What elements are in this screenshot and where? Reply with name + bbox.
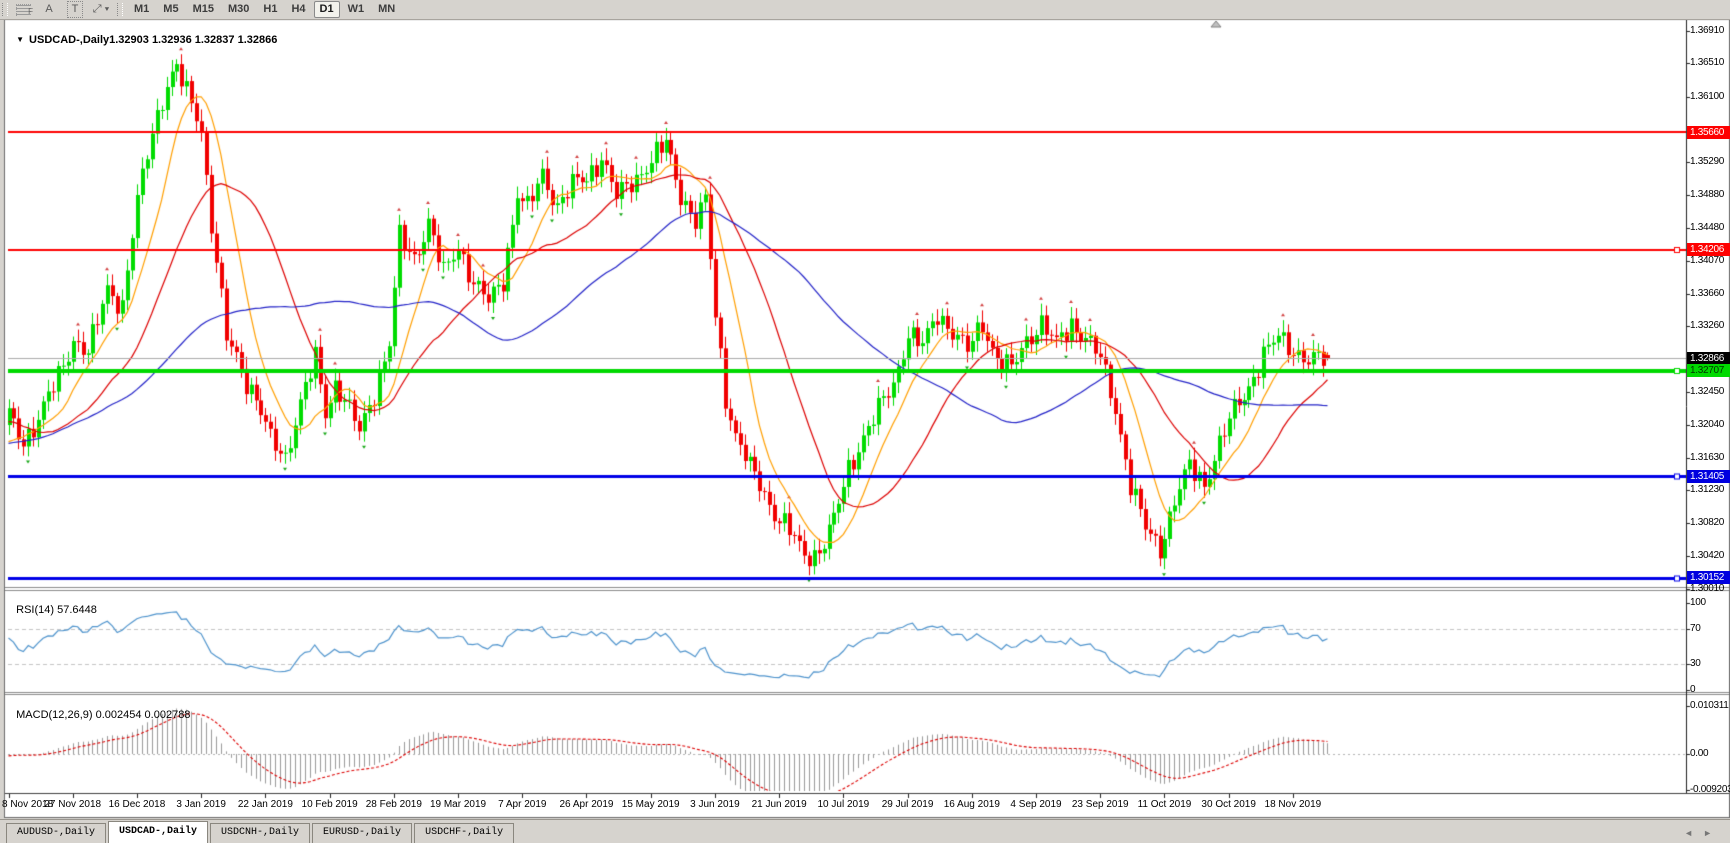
timeframe-button-m5[interactable]: M5 xyxy=(163,3,179,15)
text-box-icon[interactable]: T xyxy=(67,1,83,18)
macd-tick-label: -0.009203 xyxy=(1690,784,1730,795)
timeframe-button-h1[interactable]: H1 xyxy=(263,3,278,15)
price-tick-label: 1.30420 xyxy=(1690,549,1725,561)
rsi-name: RSI(14) xyxy=(16,604,55,616)
macd-name: MACD(12,26,9) xyxy=(16,709,93,721)
timeframe-button-m1[interactable]: M1 xyxy=(134,3,150,15)
price-tick-label: 1.32450 xyxy=(1690,385,1725,397)
rsi-value: 57.6448 xyxy=(57,604,97,616)
date-tick-label: 16 Aug 2019 xyxy=(943,799,1000,810)
rsi-tick-label: 0 xyxy=(1690,684,1696,695)
price-tick-label: 1.31630 xyxy=(1690,451,1725,463)
macd-tick-label: 0.00 xyxy=(1690,748,1709,759)
timeframe-button-m30[interactable]: M30 xyxy=(227,3,250,15)
price-badge: 1.35660 xyxy=(1687,125,1730,139)
date-tick-label: 11 Oct 2019 xyxy=(1137,799,1192,810)
price-tick-label: 1.33260 xyxy=(1690,320,1725,332)
date-tick-label: 10 Jul 2019 xyxy=(817,799,870,810)
rsi-tick-label: 70 xyxy=(1690,623,1701,635)
date-tick-label: 26 Apr 2019 xyxy=(559,799,614,810)
date-tick-label: 27 Nov 2018 xyxy=(44,799,102,810)
price-tick-label: 1.33660 xyxy=(1690,287,1725,299)
price-tick-label: 1.35290 xyxy=(1690,156,1725,167)
chart-symbol-label: USDCAD-,Daily xyxy=(29,34,110,46)
tab-scroll-arrows: ◄► xyxy=(1684,828,1722,838)
indicator-grid-icon[interactable]: F xyxy=(16,3,33,16)
price-tick-label: 1.34070 xyxy=(1690,254,1725,266)
date-tick-label: 19 Mar 2019 xyxy=(429,799,487,810)
tab-audusd[interactable]: AUDUSD-,Daily xyxy=(6,823,107,843)
timeframe-button-h4[interactable]: H4 xyxy=(291,3,306,15)
macd-tick-label: 0.010311 xyxy=(1690,699,1729,711)
date-tick-label: 29 Jul 2019 xyxy=(881,799,934,810)
tab-eurusd[interactable]: EURUSD-,Daily xyxy=(312,823,413,843)
price-tick-label: 1.30820 xyxy=(1690,517,1725,529)
date-tick-label: 22 Jan 2019 xyxy=(237,799,293,810)
date-tick-label: 8 Nov 2018 xyxy=(2,799,54,810)
rsi-tick-label: 30 xyxy=(1690,657,1701,669)
date-tick-label: 23 Sep 2019 xyxy=(1071,799,1129,810)
timeframe-button-mn[interactable]: MN xyxy=(378,3,396,15)
cursor-tool-icon[interactable]: ⤢ ▾ xyxy=(92,3,110,15)
rsi-panel-label: RSI(14) 57.6448 xyxy=(10,592,97,616)
date-tick-label: 21 Jun 2019 xyxy=(751,799,807,810)
macd-panel-label: MACD(12,26,9) 0.002454 0.002788 xyxy=(10,697,190,721)
tab-usdchf[interactable]: USDCHF-,Daily xyxy=(414,823,515,843)
price-tick-label: 1.34880 xyxy=(1690,189,1725,201)
price-tick-label: 1.30010 xyxy=(1690,583,1725,594)
toolbar-grip-2[interactable] xyxy=(117,3,123,16)
macd-values: 0.002454 0.002788 xyxy=(95,709,191,721)
drawing-tools-group: F A T ⤢ ▾ xyxy=(12,1,115,18)
tabs-scroll-left-icon[interactable]: ◄ xyxy=(1684,828,1704,838)
price-badge: 1.31405 xyxy=(1687,469,1730,483)
tabs-scroll-right-icon[interactable]: ► xyxy=(1703,828,1722,838)
price-tick-label: 1.31230 xyxy=(1690,484,1725,496)
rsi-tick-label: 100 xyxy=(1690,597,1706,608)
date-tick-label: 18 Nov 2019 xyxy=(1264,799,1322,810)
date-tick-label: 4 Sep 2019 xyxy=(1010,799,1062,810)
date-tick-label: 30 Oct 2019 xyxy=(1201,799,1256,810)
tab-usdcnh[interactable]: USDCNH-,Daily xyxy=(210,823,311,843)
price-badge: 1.34206 xyxy=(1687,243,1730,257)
toolbar-grip[interactable] xyxy=(2,3,8,16)
chart-title-row: ▼ USDCAD-,Daily1.32903 1.32936 1.32837 1.… xyxy=(10,22,277,46)
timeframe-button-m15[interactable]: M15 xyxy=(192,3,214,15)
toolbar: F A T ⤢ ▾ M1 M5 M15 M30 H1 H4 D1 W1 MN xyxy=(0,0,1730,20)
chart-tab-bar: AUDUSD-,Daily USDCAD-,Daily USDCNH-,Daily E… xyxy=(0,819,1730,843)
price-tick-label: 1.34480 xyxy=(1690,221,1725,233)
tab-usdcad[interactable]: USDCAD-,Daily xyxy=(108,821,209,843)
symbol-dropdown-icon[interactable]: ▼ xyxy=(16,35,25,44)
date-tick-label: 16 Dec 2018 xyxy=(108,799,166,810)
date-tick-label: 3 Jan 2019 xyxy=(176,799,226,810)
price-tick-label: 1.36510 xyxy=(1690,57,1725,69)
text-label-icon[interactable]: A xyxy=(45,3,53,15)
price-tick-label: 1.32040 xyxy=(1690,418,1725,430)
price-badge: 1.32866 xyxy=(1687,351,1730,365)
date-tick-label: 10 Feb 2019 xyxy=(301,799,358,810)
chart-ohlc-values: 1.32903 1.32936 1.32837 1.32866 xyxy=(109,34,278,46)
price-tick-label: 1.36100 xyxy=(1690,90,1725,102)
price-badge: 1.30152 xyxy=(1687,571,1730,585)
price-tick-label: 1.36910 xyxy=(1690,25,1725,36)
timeframe-toolbar: M1 M5 M15 M30 H1 H4 D1 W1 MN xyxy=(127,1,402,18)
date-tick-label: 28 Feb 2019 xyxy=(365,799,422,810)
date-tick-label: 3 Jun 2019 xyxy=(690,799,740,810)
timeframe-button-d1[interactable]: D1 xyxy=(313,1,340,18)
date-tick-label: 15 May 2019 xyxy=(621,799,680,810)
date-tick-label: 7 Apr 2019 xyxy=(498,799,547,810)
price-badge: 1.32707 xyxy=(1687,364,1730,378)
timeframe-button-w1[interactable]: W1 xyxy=(347,3,365,15)
